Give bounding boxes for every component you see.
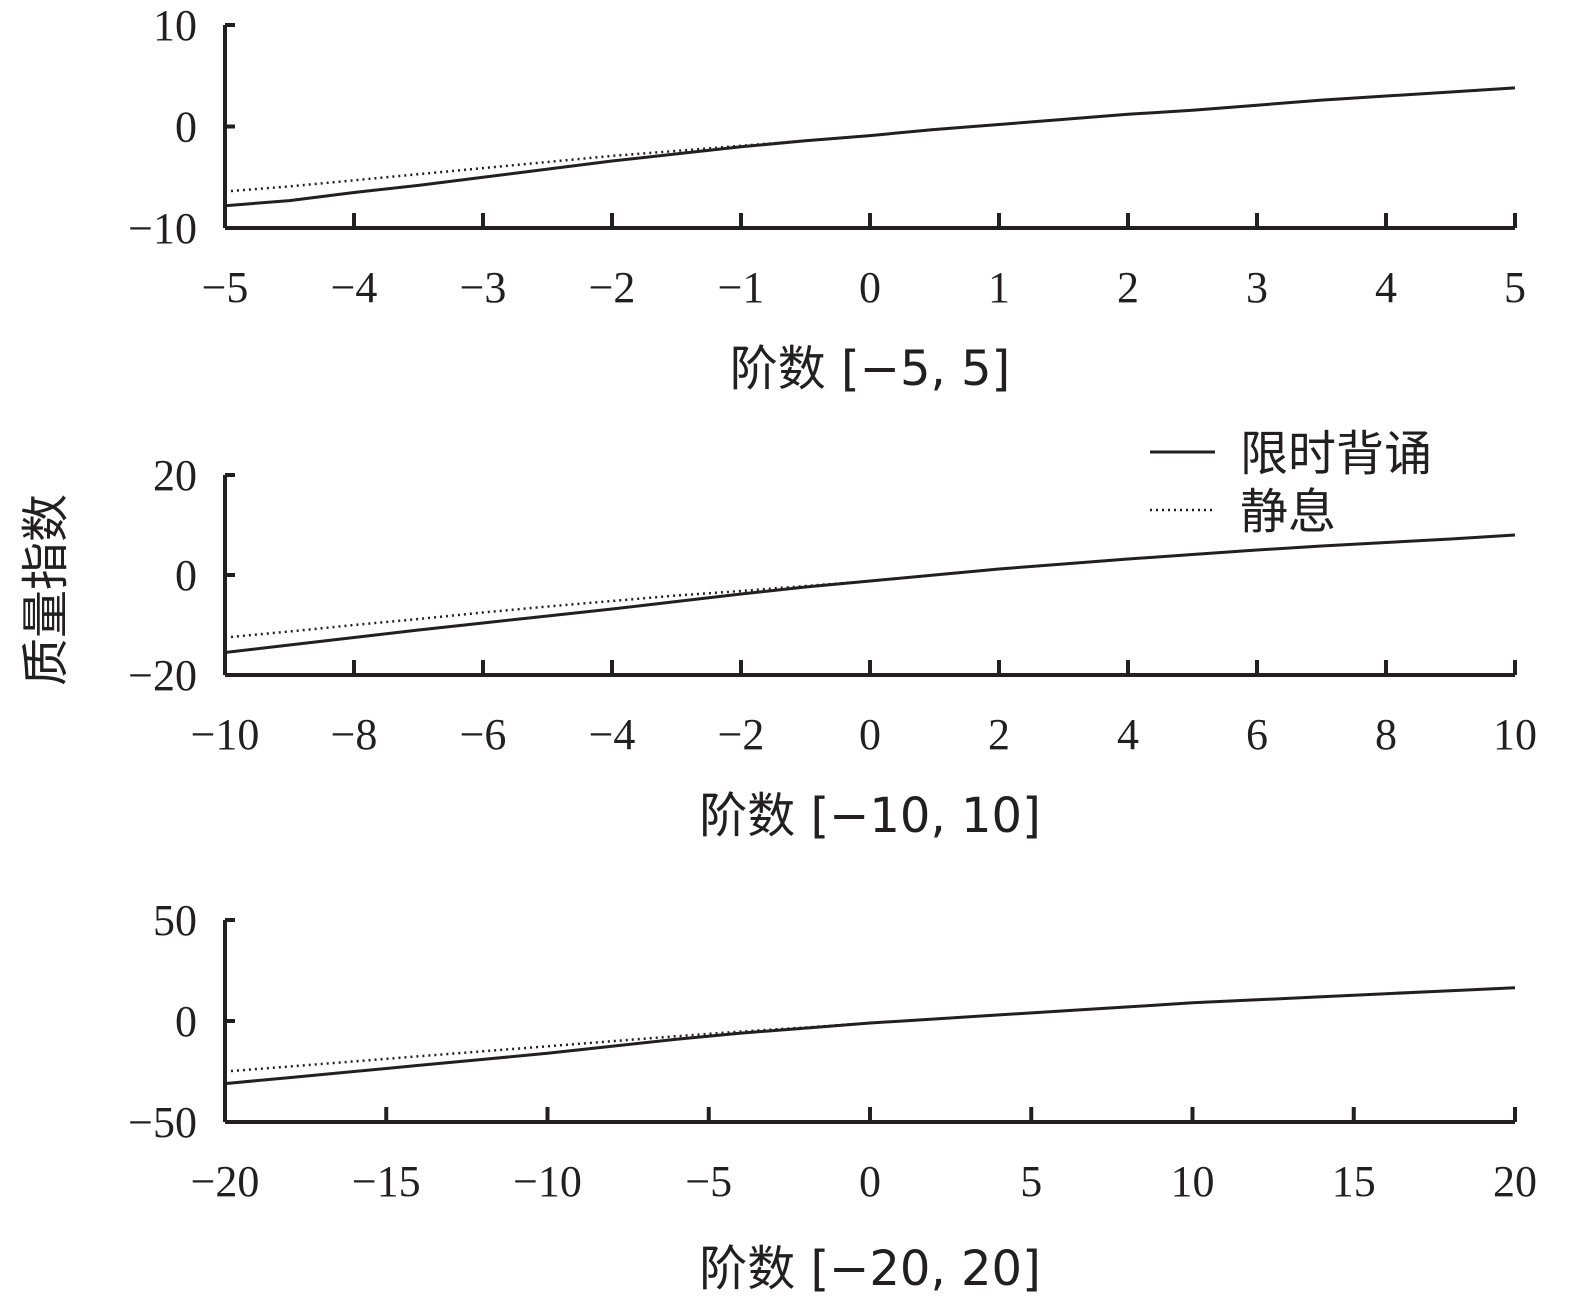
x-tick-label: 0 [859,1157,881,1206]
y-tick-label: −50 [128,1098,197,1147]
series-line-timed-recitation [224,533,1516,654]
x-tick-label: 1 [988,263,1010,312]
x-tick-label: −20 [191,1157,260,1206]
x-tick-label: 8 [1375,710,1397,759]
x-tick-label: −5 [685,1157,732,1206]
y-tick-label: 50 [153,896,197,945]
x-tick-label: 20 [1493,1157,1537,1206]
x-tick-label: 2 [988,710,1010,759]
x-tick-label: −1 [718,263,765,312]
x-tick-label: −5 [202,263,249,312]
x-tick-label: 10 [1493,710,1537,759]
series-line-rest [224,86,1516,193]
series-line-rest [224,533,1516,639]
y-tick-label: 0 [175,551,197,600]
x-tick-label: 0 [859,263,881,312]
x-tick-label: 2 [1117,263,1139,312]
x-tick-label: 4 [1117,710,1139,759]
y-tick-label: 0 [175,997,197,1046]
x-tick-label: −2 [718,710,765,759]
x-tick-label: 5 [1504,263,1526,312]
x-tick-label: 15 [1332,1157,1376,1206]
series-line-timed-recitation [224,86,1516,208]
x-tick-label: −4 [589,710,636,759]
legend-label-dotted: 静息 [1240,484,1336,540]
x-tick-label: 3 [1246,263,1268,312]
x-tick-label: −3 [460,263,507,312]
y-tick-label: 20 [153,451,197,500]
x-tick-label: 4 [1375,263,1397,312]
x-tick-label: −8 [331,710,378,759]
x-tick-label: −6 [460,710,507,759]
x-tick-label: −10 [191,710,260,759]
x-tick-label: −15 [352,1157,421,1206]
legend-label-solid: 限时背诵 [1240,426,1432,482]
y-tick-label: −10 [128,204,197,253]
y-axis-title: 质量指数 [18,494,74,686]
series-line-rest [224,986,1516,1073]
x-tick-label: 0 [859,710,881,759]
series-line-timed-recitation [224,986,1516,1086]
y-tick-label: 10 [153,1,197,50]
x-tick-label: −10 [513,1157,582,1206]
x-axis-title: 阶数 [−20, 20] [699,1241,1041,1297]
x-axis-title: 阶数 [−10, 10] [699,788,1041,844]
x-tick-label: 5 [1020,1157,1042,1206]
legend: 限时背诵 静息 [1150,426,1432,540]
x-tick-label: −4 [331,263,378,312]
y-tick-label: −20 [128,651,197,700]
x-tick-label: −2 [589,263,636,312]
x-tick-label: 6 [1246,710,1268,759]
y-tick-label: 0 [175,103,197,152]
x-tick-label: 10 [1171,1157,1215,1206]
x-axis-title: 阶数 [−5, 5] [730,341,1011,397]
